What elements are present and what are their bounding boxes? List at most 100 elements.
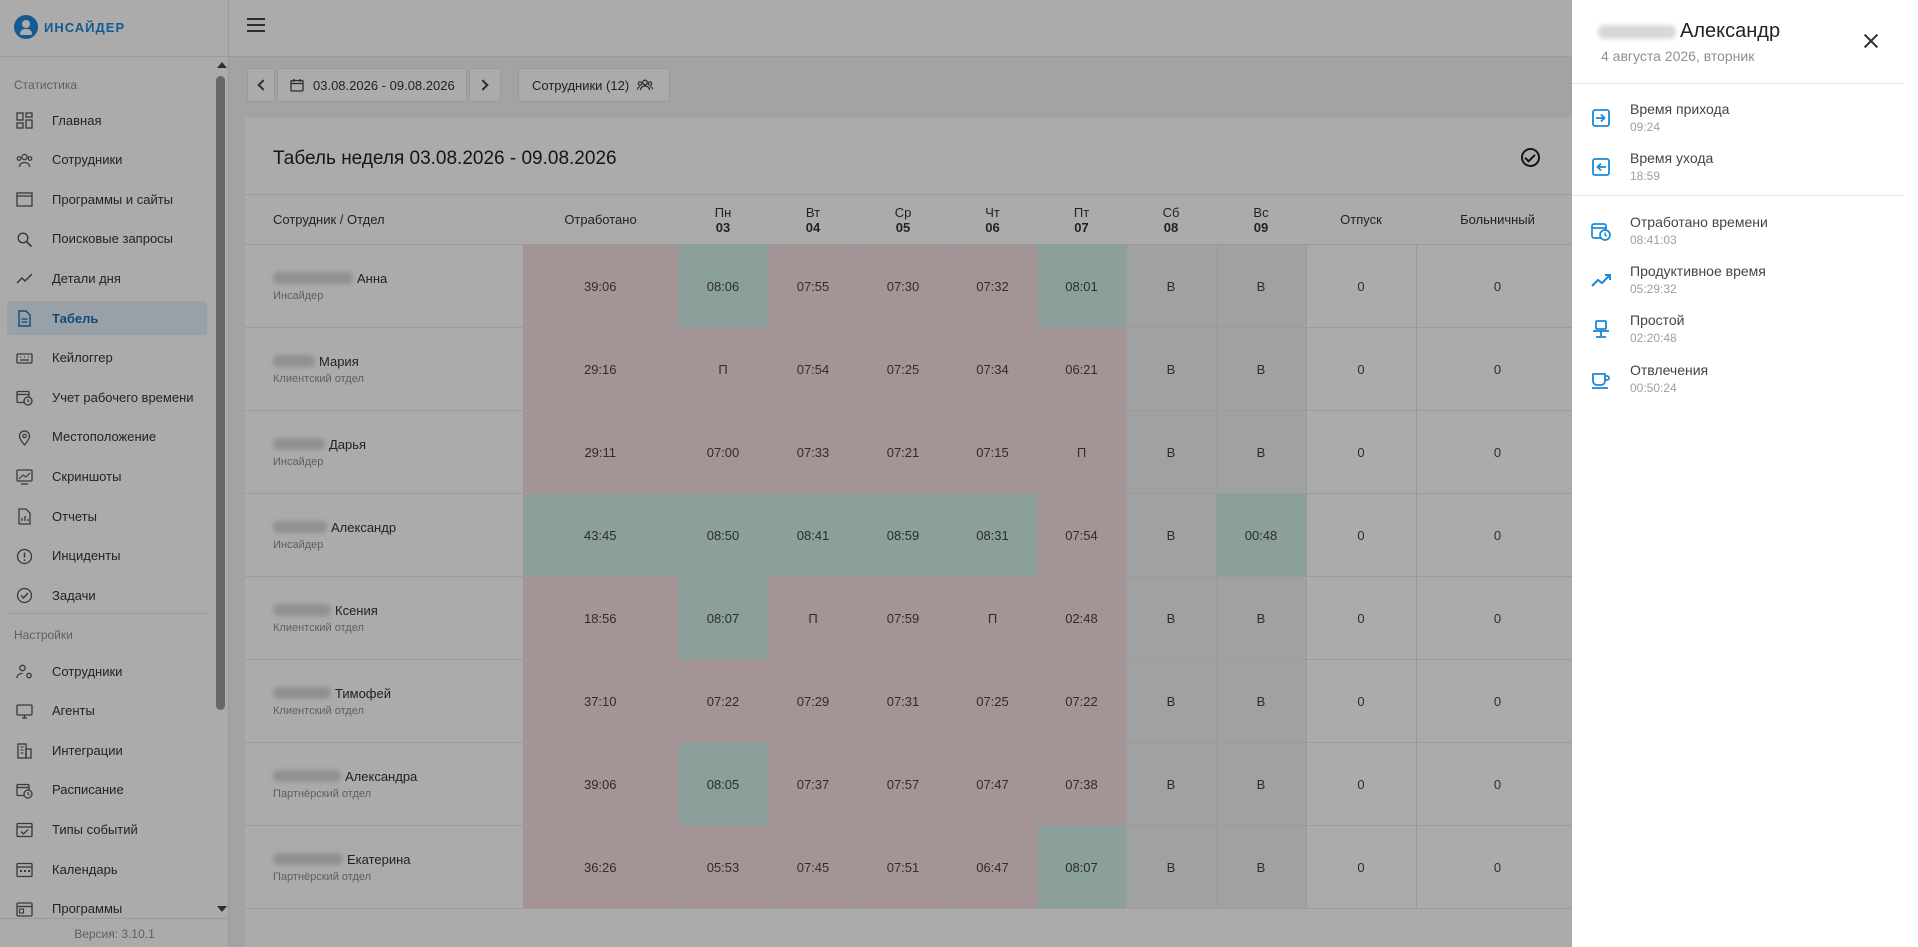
worked-total-cell[interactable]: 29:11	[523, 410, 679, 494]
table-row[interactable]: Александр Инсайдер 43:45 08:50 08:41 08:59 08:…	[245, 493, 1680, 577]
col-header-vacation[interactable]: Отпуск	[1306, 194, 1416, 245]
sidebar-item[interactable]: Табель	[7, 301, 207, 335]
day-cell[interactable]: В	[1216, 576, 1307, 660]
scroll-up-icon[interactable]	[217, 62, 227, 68]
day-cell[interactable]: 07:00	[678, 410, 769, 494]
sidebar-item[interactable]: Календарь	[7, 852, 207, 886]
day-cell[interactable]: 07:32	[948, 244, 1038, 328]
day-cell[interactable]: В	[1126, 576, 1217, 660]
day-cell[interactable]: 08:07	[678, 576, 769, 660]
employee-cell[interactable]: Екатерина Партнёрский отдел	[245, 825, 523, 909]
sidebar-item[interactable]: Агенты	[7, 694, 207, 728]
day-cell[interactable]: 07:59	[858, 576, 949, 660]
day-cell[interactable]: В	[1126, 659, 1217, 743]
day-cell[interactable]: 08:59	[858, 493, 949, 577]
day-cell[interactable]: В	[1126, 327, 1217, 411]
day-cell[interactable]: 07:30	[858, 244, 949, 328]
day-cell[interactable]: 06:21	[1037, 327, 1127, 411]
sidebar-item[interactable]: Учет рабочего времени	[7, 380, 207, 414]
employee-cell[interactable]: Мария Клиентский отдел	[245, 327, 523, 411]
sidebar-item[interactable]: Программы и сайты	[7, 182, 207, 216]
day-cell[interactable]: 00:48	[1216, 493, 1307, 577]
day-cell[interactable]: В	[1216, 742, 1307, 826]
menu-icon[interactable]	[247, 18, 265, 32]
col-header-sick[interactable]: Больничный	[1416, 194, 1579, 245]
check-circle-icon[interactable]	[1521, 148, 1540, 167]
day-cell[interactable]: П	[768, 576, 859, 660]
employee-cell[interactable]: Ксения Клиентский отдел	[245, 576, 523, 660]
sidebar-item[interactable]: Задачи	[7, 578, 207, 612]
day-cell[interactable]: 08:01	[1037, 244, 1127, 328]
sidebar-item[interactable]: Местоположение	[7, 420, 207, 454]
table-row[interactable]: Тимофей Клиентский отдел 37:10 07:22 07:29 07…	[245, 659, 1680, 743]
day-cell[interactable]: 07:51	[858, 825, 949, 909]
day-cell[interactable]: В	[1126, 410, 1217, 494]
col-header-worked[interactable]: Отработано	[523, 194, 678, 245]
day-cell[interactable]: 08:31	[948, 493, 1038, 577]
sidebar-item[interactable]: Расписание	[7, 773, 207, 807]
sidebar-item[interactable]: Типы событий	[7, 812, 207, 846]
logo[interactable]: ИНСАЙДЕР	[14, 14, 125, 40]
worked-total-cell[interactable]: 29:16	[523, 327, 679, 411]
close-icon[interactable]	[1862, 32, 1880, 50]
day-cell[interactable]: В	[1216, 825, 1307, 909]
day-cell[interactable]: В	[1126, 244, 1217, 328]
worked-total-cell[interactable]: 43:45	[523, 493, 679, 577]
day-cell[interactable]: 08:50	[678, 493, 769, 577]
day-cell[interactable]: 07:34	[948, 327, 1038, 411]
date-range-picker[interactable]: 03.08.2026 - 09.08.2026	[277, 68, 467, 102]
day-cell[interactable]: 07:25	[858, 327, 949, 411]
sidebar-item[interactable]: Программы	[7, 892, 207, 918]
sidebar-item[interactable]: Главная	[7, 103, 207, 137]
sidebar-item[interactable]: Сотрудники	[7, 654, 207, 688]
employee-cell[interactable]: Дарья Инсайдер	[245, 410, 523, 494]
day-cell[interactable]: 07:31	[858, 659, 949, 743]
day-cell[interactable]: 07:54	[768, 327, 859, 411]
day-cell[interactable]: 07:54	[1037, 493, 1127, 577]
prev-week-button[interactable]	[247, 68, 275, 102]
day-cell[interactable]: 07:22	[1037, 659, 1127, 743]
worked-total-cell[interactable]: 36:26	[523, 825, 679, 909]
day-cell[interactable]: 08:07	[1037, 825, 1127, 909]
day-cell[interactable]: В	[1216, 244, 1307, 328]
sidebar-item[interactable]: Детали дня	[7, 261, 207, 295]
sidebar-item[interactable]: Скриншоты	[7, 459, 207, 493]
day-cell[interactable]: В	[1126, 742, 1217, 826]
day-cell[interactable]: 07:37	[768, 742, 859, 826]
day-cell[interactable]: П	[1037, 410, 1127, 494]
worked-total-cell[interactable]: 39:06	[523, 244, 679, 328]
col-header-employee[interactable]: Сотрудник / Отдел	[245, 194, 523, 245]
scrollbar-thumb[interactable]	[216, 76, 225, 710]
day-cell[interactable]: 08:41	[768, 493, 859, 577]
day-cell[interactable]: 07:29	[768, 659, 859, 743]
day-cell[interactable]: 06:47	[948, 825, 1038, 909]
sidebar-item[interactable]: Инциденты	[7, 539, 207, 573]
day-cell[interactable]: В	[1126, 825, 1217, 909]
employee-cell[interactable]: Александра Партнёрский отдел	[245, 742, 523, 826]
day-cell[interactable]: 07:38	[1037, 742, 1127, 826]
day-cell[interactable]: 07:45	[768, 825, 859, 909]
day-cell[interactable]: 05:53	[678, 825, 769, 909]
sidebar-item[interactable]: Интеграции	[7, 733, 207, 767]
day-cell[interactable]: 07:15	[948, 410, 1038, 494]
sidebar-item[interactable]: Поисковые запросы	[7, 222, 207, 256]
day-cell[interactable]: 07:33	[768, 410, 859, 494]
sidebar-item[interactable]: Сотрудники	[7, 143, 207, 177]
modal-backdrop[interactable]	[0, 0, 1572, 947]
day-cell[interactable]: 07:21	[858, 410, 949, 494]
worked-total-cell[interactable]: 18:56	[523, 576, 679, 660]
day-cell[interactable]: 07:25	[948, 659, 1038, 743]
employee-cell[interactable]: Тимофей Клиентский отдел	[245, 659, 523, 743]
day-cell[interactable]: 08:06	[678, 244, 769, 328]
worked-total-cell[interactable]: 39:06	[523, 742, 679, 826]
day-cell[interactable]: В	[1216, 327, 1307, 411]
day-cell[interactable]: 08:05	[678, 742, 769, 826]
employee-cell[interactable]: Александр Инсайдер	[245, 493, 523, 577]
scroll-down-icon[interactable]	[217, 906, 227, 912]
day-cell[interactable]: 07:55	[768, 244, 859, 328]
day-cell[interactable]: 07:57	[858, 742, 949, 826]
sidebar-item[interactable]: Отчеты	[7, 499, 207, 533]
day-cell[interactable]: П	[678, 327, 769, 411]
day-cell[interactable]: В	[1216, 659, 1307, 743]
day-cell[interactable]: 07:47	[948, 742, 1038, 826]
